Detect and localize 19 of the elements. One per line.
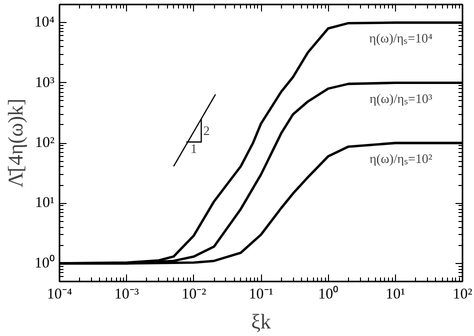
y-axis-title: Λ̄[4η(ω)k] <box>3 98 28 188</box>
legend-label: η(ω)/ηₛ=10³ <box>370 90 432 106</box>
y-tick-label: 10³ <box>35 74 56 91</box>
x-tick-label: 10⁻³ <box>114 286 140 302</box>
legend-label: η(ω)/ηₛ=10² <box>370 151 432 166</box>
x-tick-label: 10⁻¹ <box>248 286 274 302</box>
y-tick-label: 10⁰ <box>34 254 54 272</box>
legend-label: η(ω)/ηₛ=10⁴ <box>369 30 434 46</box>
y-tick-label: 10² <box>35 135 56 151</box>
x-tick-label: 10⁰ <box>318 286 338 302</box>
y-tick-label: 10¹ <box>35 195 55 212</box>
x-axis-title: ξk <box>251 310 272 334</box>
x-tick-label: 10² <box>452 286 473 302</box>
annotation: 2 <box>203 122 210 138</box>
x-tick-label: 10¹ <box>386 286 406 302</box>
x-tick-label: 10⁻⁴ <box>46 286 72 302</box>
x-tick-label: 10⁻² <box>182 286 207 302</box>
y-tick-label: 10⁴ <box>34 14 55 31</box>
annotation: 1 <box>190 140 197 156</box>
